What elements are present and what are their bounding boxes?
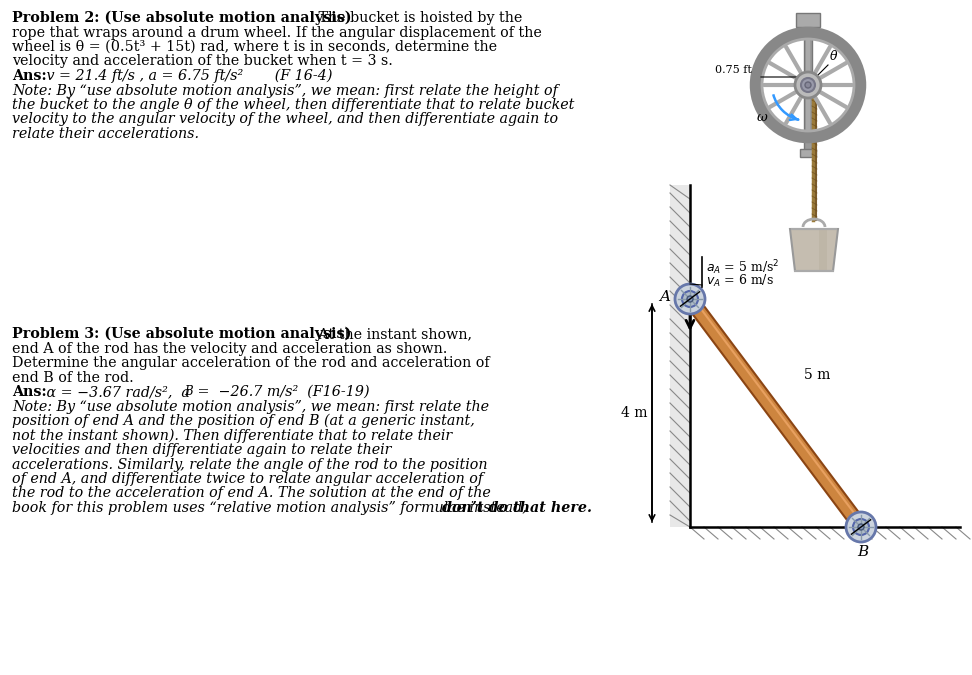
- Text: Ans:: Ans:: [12, 385, 47, 399]
- Text: not the instant shown). Then differentiate that to relate their: not the instant shown). Then differentia…: [12, 429, 452, 443]
- Text: don’t do that here.: don’t do that here.: [442, 501, 592, 515]
- Circle shape: [801, 78, 815, 92]
- Text: position of end A and the position of end B (at a generic instant,: position of end A and the position of en…: [12, 414, 474, 429]
- Text: Problem 3: (Use absolute motion analysis): Problem 3: (Use absolute motion analysis…: [12, 327, 351, 342]
- Bar: [804, 25, 812, 155]
- Bar: [796, 13, 820, 27]
- Text: A: A: [659, 290, 670, 304]
- Text: =  −26.7 m/s²  (F16-19): = −26.7 m/s² (F16-19): [193, 385, 369, 399]
- Text: accelerations. Similarly, relate the angle of the rod to the position: accelerations. Similarly, relate the ang…: [12, 458, 488, 472]
- Circle shape: [846, 512, 876, 542]
- Text: rope that wraps around a drum wheel. If the angular displacement of the: rope that wraps around a drum wheel. If …: [12, 26, 541, 40]
- Circle shape: [682, 291, 698, 307]
- Text: θ: θ: [830, 50, 838, 63]
- Text: the rod to the acceleration of end A. The solution at the end of the: the rod to the acceleration of end A. Th…: [12, 487, 491, 500]
- Text: the bucket to the angle θ of the wheel, then differentiate that to relate bucket: the bucket to the angle θ of the wheel, …: [12, 98, 574, 112]
- Text: B: B: [857, 545, 869, 559]
- Text: ω: ω: [756, 111, 767, 124]
- Text: Determine the angular acceleration of the rod and acceleration of: Determine the angular acceleration of th…: [12, 356, 490, 370]
- Text: 5 m: 5 m: [804, 368, 830, 382]
- Text: v = 21.4 ft/s , a = 6.75 ft/s²       (F 16-4): v = 21.4 ft/s , a = 6.75 ft/s² (F 16-4): [42, 69, 332, 84]
- Bar: [670, 185, 690, 527]
- Text: velocity to the angular velocity of the wheel, and then differentiate again to: velocity to the angular velocity of the …: [12, 113, 558, 126]
- Text: end B of the rod.: end B of the rod.: [12, 371, 134, 385]
- Text: α = −3.67 rad/s²,  a: α = −3.67 rad/s², a: [42, 385, 190, 399]
- Polygon shape: [691, 297, 864, 526]
- Circle shape: [687, 296, 693, 302]
- Circle shape: [805, 82, 811, 88]
- Polygon shape: [684, 295, 867, 531]
- Text: velocities and then differentiate again to relate their: velocities and then differentiate again …: [12, 443, 392, 457]
- Text: Note: By “use absolute motion analysis”, we mean: first relate the: Note: By “use absolute motion analysis”,…: [12, 400, 489, 414]
- Polygon shape: [790, 229, 838, 271]
- Circle shape: [853, 519, 869, 535]
- Text: B: B: [184, 385, 192, 398]
- Text: end A of the rod has the velocity and acceleration as shown.: end A of the rod has the velocity and ac…: [12, 342, 447, 356]
- Text: Note: By “use absolute motion analysis”, we mean: first relate the height of: Note: By “use absolute motion analysis”,…: [12, 84, 558, 97]
- Circle shape: [795, 72, 821, 98]
- Bar: [800, 149, 816, 157]
- Text: $v_A$ = 6 m/s: $v_A$ = 6 m/s: [706, 273, 774, 289]
- Bar: [819, 229, 827, 271]
- Text: book for this problem uses “relative motion analysis” formulae instead,: book for this problem uses “relative mot…: [12, 501, 532, 515]
- Text: $a_A$ = 5 m/s$^2$: $a_A$ = 5 m/s$^2$: [706, 258, 780, 277]
- Text: wheel is θ = (0.5t³ + 15t) rad, where t is in seconds, determine the: wheel is θ = (0.5t³ + 15t) rad, where t …: [12, 40, 497, 54]
- Text: Problem 2: (Use absolute motion analysis): Problem 2: (Use absolute motion analysis…: [12, 11, 352, 26]
- Text: Ans:: Ans:: [12, 69, 47, 83]
- Circle shape: [675, 284, 705, 314]
- Text: 0.75 ft: 0.75 ft: [715, 65, 752, 75]
- Text: At the instant shown,: At the instant shown,: [314, 327, 472, 341]
- Text: The bucket is hoisted by the: The bucket is hoisted by the: [314, 11, 522, 25]
- Text: of end A, and differentiate twice to relate angular acceleration of: of end A, and differentiate twice to rel…: [12, 472, 483, 486]
- Text: 4 m: 4 m: [620, 406, 647, 420]
- Circle shape: [858, 524, 864, 530]
- Text: relate their accelerations.: relate their accelerations.: [12, 127, 199, 141]
- Text: velocity and acceleration of the bucket when t = 3 s.: velocity and acceleration of the bucket …: [12, 55, 393, 68]
